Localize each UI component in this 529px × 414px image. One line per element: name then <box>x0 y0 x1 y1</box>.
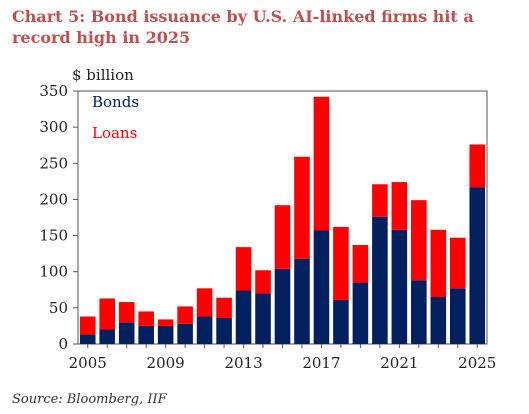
bar-loans-2025 <box>469 144 486 188</box>
bar-loans-2022 <box>411 200 427 281</box>
legend: Bonds Loans <box>92 93 139 142</box>
bar-bonds-2016 <box>294 258 310 344</box>
bar-bonds-2011 <box>196 316 213 344</box>
y-tick-label: 0 <box>58 335 68 353</box>
bar-bonds-2022 <box>411 280 427 344</box>
bar-loans-2015 <box>274 205 291 269</box>
bar-loans-2005 <box>79 316 96 335</box>
bar-bonds-2018 <box>333 299 349 344</box>
legend-bonds: Bonds <box>92 93 139 111</box>
axes-group: 0 50 100 150 200 250 300 350 2005 2009 2013 2017 202… <box>39 82 496 372</box>
bar-loans-2020 <box>372 184 388 217</box>
bar-bonds-2025 <box>469 187 486 344</box>
bar-loans-2006 <box>99 298 115 330</box>
bar-loans-2014 <box>255 270 271 294</box>
source-note: Source: Bloomberg, IIF <box>12 392 167 407</box>
y-tick-label: 350 <box>39 82 68 100</box>
bar-bonds-2009 <box>157 325 174 344</box>
x-tick-label: 2017 <box>302 354 340 372</box>
x-tick-label: 2013 <box>224 354 262 372</box>
bar-loans-2008 <box>138 311 154 326</box>
bar-loans-2010 <box>177 306 193 324</box>
bar-bonds-2020 <box>372 216 388 344</box>
y-tick-label: 50 <box>49 299 68 317</box>
bar-loans-2012 <box>216 297 232 318</box>
bar-bonds-2007 <box>118 322 135 344</box>
x-tick-label: 2009 <box>147 354 185 372</box>
x-tick-label: 2005 <box>69 354 107 372</box>
bar-bonds-2006 <box>99 329 115 344</box>
bar-loans-2009 <box>157 319 174 326</box>
bar-loans-2024 <box>450 237 466 289</box>
y-tick-label: 300 <box>39 118 68 136</box>
bar-bonds-2005 <box>79 334 96 344</box>
bar-bonds-2015 <box>274 268 291 344</box>
x-tick-label: 2025 <box>458 354 496 372</box>
bar-bonds-2013 <box>235 290 252 344</box>
bar-bonds-2023 <box>430 297 447 344</box>
bar-bonds-2019 <box>352 282 369 344</box>
chart-title: Chart 5: Bond issuance by U.S. AI-linked… <box>12 7 474 47</box>
y-axis-label: $ billion <box>72 66 134 84</box>
y-tick-label: 200 <box>39 190 68 208</box>
bar-loans-2016 <box>294 156 310 259</box>
bar-bonds-2014 <box>255 293 271 344</box>
bar-bonds-2021 <box>391 229 408 344</box>
bar-loans-2023 <box>430 229 447 298</box>
bar-bonds-2024 <box>450 288 466 344</box>
legend-loans: Loans <box>92 124 137 142</box>
bar-loans-2007 <box>118 302 135 323</box>
bar-bonds-2012 <box>216 317 232 344</box>
y-tick-label: 250 <box>39 154 68 172</box>
bar-loans-2019 <box>352 244 369 283</box>
bar-loans-2011 <box>196 288 213 317</box>
y-tick-label: 100 <box>39 263 68 281</box>
bar-bonds-2008 <box>138 325 154 344</box>
bar-loans-2017 <box>313 96 330 231</box>
bar-loans-2021 <box>391 182 408 230</box>
bars-group <box>79 96 486 344</box>
y-tick-label: 150 <box>39 227 68 245</box>
x-tick-label: 2021 <box>380 354 418 372</box>
bar-bonds-2017 <box>313 230 330 344</box>
bar-loans-2013 <box>235 247 252 291</box>
bar-bonds-2010 <box>177 323 193 344</box>
bar-loans-2018 <box>333 226 349 300</box>
